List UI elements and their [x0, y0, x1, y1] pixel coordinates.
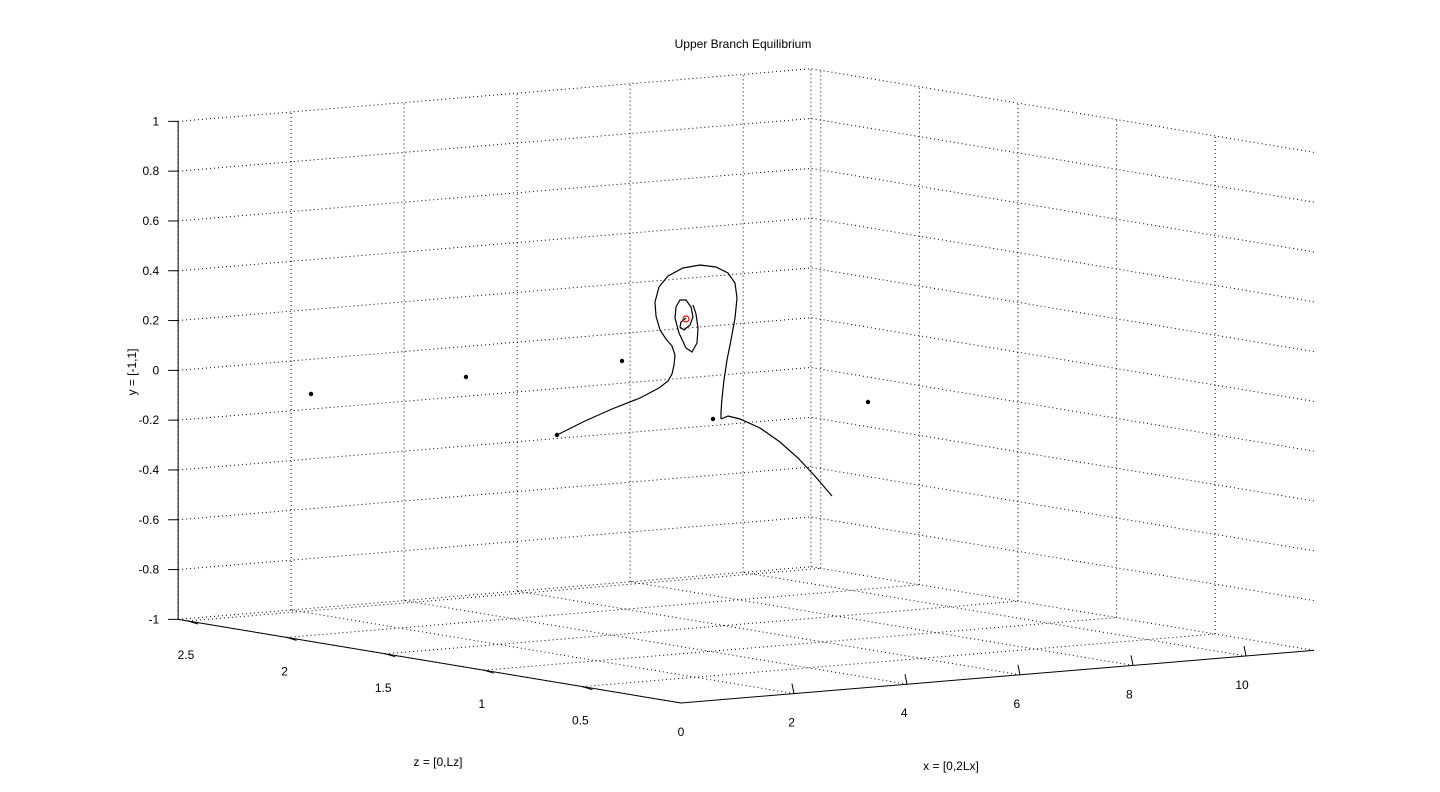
- trajectory-line: [556, 264, 738, 436]
- y-tick-label: 0.6: [142, 214, 159, 228]
- point-marker: [710, 416, 716, 422]
- markers: [308, 315, 871, 438]
- y-tick-label: -1: [148, 612, 159, 626]
- y-tick-label: -0.8: [138, 563, 159, 577]
- grid-line: [810, 167, 1314, 253]
- y-tick-label: -0.6: [138, 513, 159, 527]
- z-tick: [385, 653, 396, 658]
- y-tick-label: 0: [152, 363, 159, 377]
- x-tick: [1130, 655, 1134, 666]
- y-tick-label: 0.2: [142, 314, 159, 328]
- grid-line: [810, 566, 1314, 651]
- x-tick-label: 4: [901, 706, 908, 720]
- grid-line: [810, 118, 1314, 203]
- grid-line: [743, 571, 1247, 657]
- y-axis-label: y = [-1,1]: [125, 348, 139, 395]
- y-tick-label: -0.4: [138, 463, 159, 477]
- z-tick: [582, 686, 593, 691]
- x-axis-label: x = [0,2Lx]: [923, 759, 979, 773]
- grid-line: [810, 217, 1314, 303]
- x-tick: [1017, 664, 1021, 675]
- grid-line: [810, 267, 1314, 353]
- z-axis-label: z = [0,Lz]: [413, 755, 462, 769]
- grid-line: [517, 590, 1021, 676]
- x-axis-line: [680, 649, 1314, 704]
- point-marker: [463, 374, 469, 380]
- x-tick-label: 0: [678, 725, 685, 739]
- grid-line: [810, 367, 1314, 452]
- x-tick-label: 10: [1235, 678, 1249, 692]
- z-tick: [483, 669, 494, 674]
- grid-line: [810, 317, 1314, 402]
- grid-line: [404, 600, 908, 685]
- z-tick-label: 2: [281, 664, 288, 678]
- x-tick: [791, 683, 795, 694]
- chart-title: Upper Branch Equilibrium: [675, 37, 812, 51]
- y-tick-label: -0.2: [138, 413, 159, 427]
- equilibrium-marker: [682, 315, 690, 323]
- grid-line: [630, 581, 1134, 666]
- grid-line: [810, 68, 1314, 153]
- z-tick-label: 2.5: [178, 648, 195, 662]
- point-marker: [554, 432, 560, 438]
- z-tick-label: 1.5: [375, 681, 392, 695]
- z-tick: [286, 636, 297, 641]
- y-tick-label: 0.4: [142, 264, 159, 278]
- z-axis-line: [178, 618, 682, 704]
- tick-labels: -1-0.8-0.6-0.4-0.200.20.40.60.8102468100…: [138, 114, 1249, 739]
- x-tick: [1243, 645, 1247, 657]
- grid-line: [291, 609, 795, 695]
- tick-marks: [168, 120, 1247, 694]
- grid-lines: [177, 68, 1314, 704]
- x-tick-label: 6: [1013, 697, 1020, 711]
- x-tick-label: 2: [788, 716, 795, 730]
- point-marker: [619, 358, 625, 364]
- z-tick-label: 0.5: [572, 714, 589, 728]
- grid-line: [810, 416, 1314, 502]
- x-tick-label: 8: [1126, 687, 1133, 701]
- trajectory-line: [674, 299, 699, 353]
- z-tick: [187, 620, 199, 625]
- point-marker: [308, 391, 314, 397]
- x-tick: [904, 674, 908, 685]
- grid-line: [810, 516, 1314, 602]
- trajectories: [556, 264, 833, 497]
- grid-line: [810, 466, 1314, 552]
- point-marker: [865, 399, 871, 405]
- y-tick-label: 0.8: [142, 164, 159, 178]
- trajectory-line: [720, 415, 833, 497]
- y-tick-label: 1: [152, 114, 159, 128]
- z-tick-label: 1: [478, 697, 485, 711]
